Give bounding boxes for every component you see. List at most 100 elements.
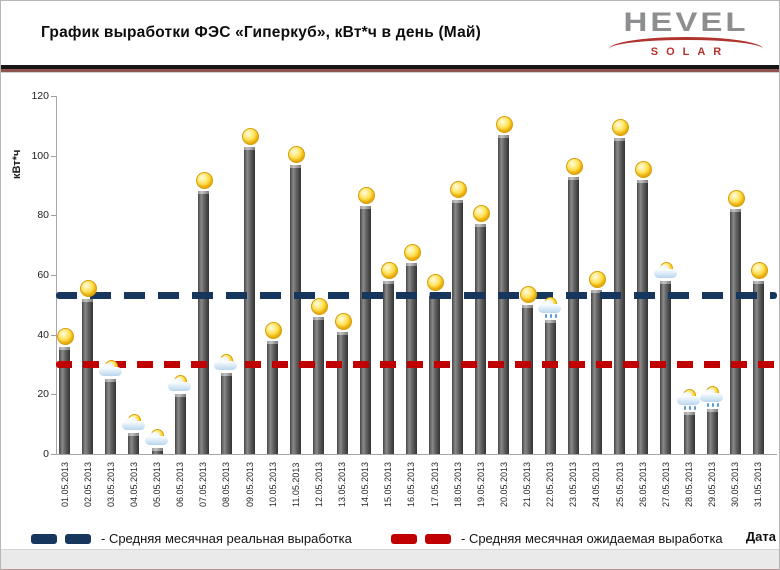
x-tick-label: 23.05.2013 [568,461,579,507]
bar-top-cap [220,373,232,377]
bar-top-cap [498,134,510,138]
sun-cloud-rain-icon [677,389,701,411]
bar-top-cap [706,409,718,413]
bar [405,263,417,454]
bar [128,433,140,454]
bar [567,176,579,454]
x-tick-label: 08.05.2013 [221,461,232,507]
bar [82,298,94,454]
logo-swoosh [609,37,763,49]
x-tick-label: 31.05.2013 [753,461,764,507]
header-separator-accent [1,69,779,72]
y-tick-label: 40 [37,328,49,341]
legend-dash-expected-1 [391,534,417,544]
x-axis-title: Дата [745,529,776,544]
y-tick-mark [51,215,56,217]
page-title: График выработки ФЭС «Гиперкуб», кВт*ч в… [41,24,482,41]
sun-icon [242,127,260,145]
y-tick-label: 20 [37,388,49,401]
y-tick-mark [51,275,56,276]
x-tick-label: 11.05.2013 [290,462,301,507]
sun-cloud-icon [98,360,123,377]
sun-cloud-rain-icon [538,296,562,318]
bar [590,289,602,454]
sun-icon [288,145,306,163]
bar [313,316,325,454]
bar-top-cap [290,164,302,168]
raindrop-glyph [694,406,696,411]
x-tick-label: 21.05.2013 [522,461,533,507]
y-axis-line [56,96,57,455]
header-separator [1,65,779,69]
sun-icon [195,172,213,190]
x-tick-label: 14.05.2013 [360,461,371,507]
sun-icon [496,115,514,133]
legend-dash-expected-2 [425,534,451,544]
x-tick-label: 26.05.2013 [637,461,648,507]
average-expected-line [56,361,777,368]
bar [174,394,186,454]
x-tick-label: 19.05.2013 [475,461,486,507]
bar-top-cap [82,298,94,302]
x-tick-label: 15.05.2013 [383,461,394,507]
x-tick-label: 28.05.2013 [684,461,694,507]
x-tick-label: 03.05.2013 [105,461,116,507]
bar [521,304,533,454]
bar [59,346,70,454]
x-tick-label: 16.05.2013 [406,461,417,507]
x-tick-label: 12.05.2013 [313,461,324,507]
bar-top-cap [683,412,695,416]
raindrop-glyph [555,313,558,318]
sun-icon [357,187,375,205]
y-tick-label: 100 [31,149,49,162]
x-tick-label: 05.05.2013 [152,461,163,507]
logo-subtitle: SOLAR [650,46,730,58]
bar-top-cap [567,176,579,180]
legend-dash-real-2 [65,534,91,544]
header-separator-shadow [1,72,779,73]
bar [151,448,163,454]
x-tick-label: 29.05.2013 [707,461,718,507]
y-tick-label: 0 [43,448,49,460]
sun-icon [57,327,74,345]
y-tick-label: 120 [31,90,49,102]
cloud-glyph [168,382,192,392]
bar [706,409,718,454]
x-tick-label: 04.05.2013 [128,461,139,507]
cloud-glyph [121,421,145,431]
x-tick-label: 06.05.2013 [175,461,186,507]
x-tick-label: 25.05.2013 [614,461,625,507]
bar-top-cap [59,346,70,350]
raindrop-glyph [545,313,548,318]
legend-dash-real-1 [31,534,57,544]
y-tick-mark [51,454,56,455]
raindrop-glyph [717,403,720,408]
bar [452,200,464,454]
sun-icon [427,273,445,291]
raindrop-glyph [550,313,553,318]
x-tick-label: 20.05.2013 [498,461,509,507]
bar-top-cap [452,200,464,204]
cloud-glyph [700,393,724,403]
raindrop-glyph [707,403,710,408]
cloud-glyph [98,367,122,377]
footer-band [1,549,779,570]
raindrop-glyph [684,406,686,411]
bar-top-cap [752,280,764,284]
bar [336,331,348,454]
sun-icon [588,270,606,288]
legend-label-expected: - Средняя месячная ожидаемая выработка [461,531,723,546]
bar-top-cap [244,146,256,150]
bar [290,164,302,454]
bar-top-cap [174,394,186,398]
sun-cloud-icon [214,354,238,371]
x-tick-label: 17.05.2013 [429,461,440,507]
y-tick-mark [51,394,56,396]
bar-top-cap [637,179,649,183]
legend-label-real: - Средняя месячная реальная выработка [101,531,352,546]
raindrop-glyph [712,403,715,408]
sun-icon [450,181,468,199]
bar-top-cap [359,206,371,210]
cloud-glyph [538,303,562,313]
